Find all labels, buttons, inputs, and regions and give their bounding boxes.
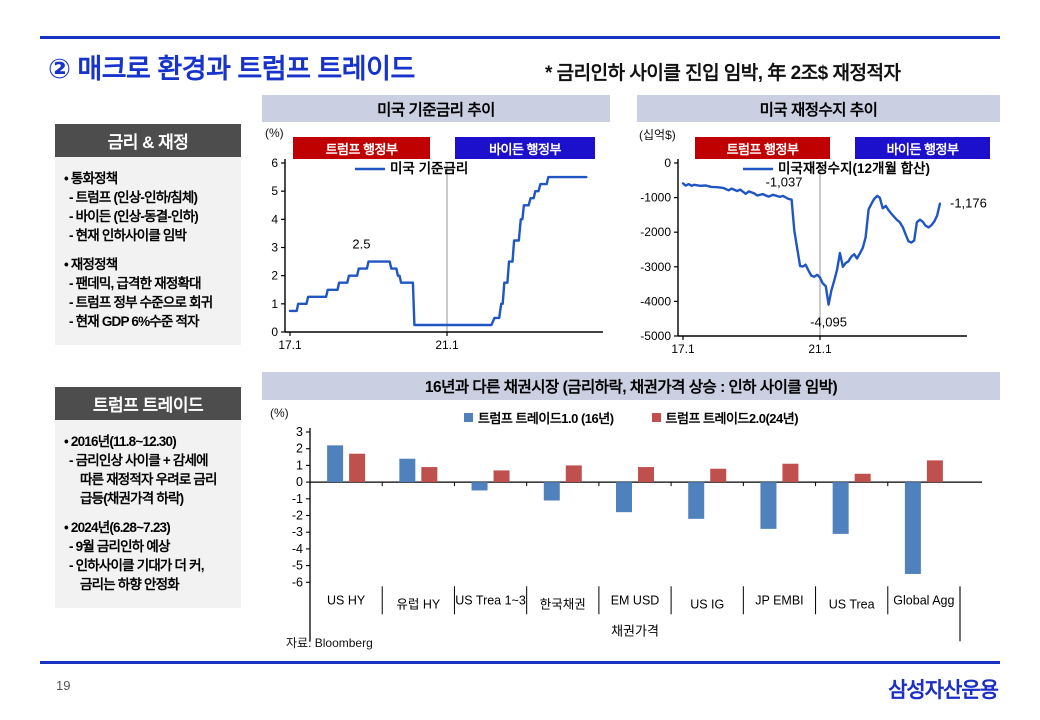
sidebar-box-body: • 통화정책 - 트럼프 (인상-인하/침체) - 바이든 (인상-동결-인하) - …	[55, 157, 241, 345]
svg-text:-4: -4	[292, 542, 303, 556]
svg-text:-3: -3	[292, 525, 303, 539]
legend-entry-trump-trade-1: 트럼프 트레이드1.0 (16년)	[463, 408, 614, 427]
svg-text:US Trea 1~3: US Trea 1~3	[455, 593, 526, 607]
sidebar-text-line: - 트럼프 정부 수준으로 회귀	[69, 295, 213, 310]
svg-text:Global Agg: Global Agg	[893, 593, 954, 607]
svg-text:17.1: 17.1	[671, 342, 695, 356]
svg-text:-5: -5	[292, 559, 303, 573]
sidebar-text-line: - 9월 금리인하 예상	[69, 539, 170, 554]
top-divider	[40, 36, 1000, 39]
base-rate-line-chart: 6 5 4 3 2 1 017.1 21.1 미국 기준금리 2.5	[271, 156, 603, 352]
svg-text:-4,095: -4,095	[810, 315, 847, 330]
svg-text:17.1: 17.1	[278, 338, 302, 352]
svg-text:0: 0	[296, 475, 303, 489]
svg-text:유럽 HY: 유럽 HY	[396, 597, 441, 611]
sidebar-box-trump-trade: 트럼프 트레이드 • 2016년(11.8~12.30) - 금리인상 사이클 +…	[55, 387, 241, 608]
svg-text:-6: -6	[292, 575, 303, 589]
sidebar-box-title: 금리 & 재정	[55, 124, 241, 157]
sidebar-text-line: - 트럼프 (인상-인하/침체)	[69, 190, 198, 205]
svg-text:한국채권: 한국채권	[540, 597, 586, 611]
svg-text:3: 3	[296, 425, 303, 439]
legend-swatch-red	[651, 413, 661, 422]
svg-text:2: 2	[271, 269, 278, 283]
sidebar-box-rates-fiscal: 금리 & 재정 • 통화정책 - 트럼프 (인상-인하/침체) - 바이든 (인상-…	[55, 124, 241, 345]
bottom-divider	[40, 661, 1000, 664]
svg-text:미국재정수지(12개월 합산): 미국재정수지(12개월 합산)	[778, 160, 930, 176]
sidebar-text-line: • 통화정책	[64, 171, 118, 186]
chart-panel-base-rate: 미국 기준금리 추이 (%) 트럼프 행정부 바이든 행정부 6 5 4 3 2 1 0 17…	[262, 95, 610, 365]
svg-text:-1,037: -1,037	[766, 175, 803, 190]
badge-biden-admin: 바이든 행정부	[455, 137, 595, 159]
legend-label: 트럼프 트레이드2.0(24년)	[665, 411, 799, 426]
chart-panel-bond-market: 16년과 다른 채권시장 (금리하락, 채권가격 상승 : 인하 사이클 임박)…	[262, 372, 1000, 660]
svg-text:미국 기준금리: 미국 기준금리	[390, 161, 468, 176]
axis-unit-label: (십억$)	[639, 128, 676, 142]
sidebar-text-line: 금리는 하향 안정화	[80, 577, 180, 592]
svg-text:3: 3	[271, 241, 278, 255]
sidebar-text-line: - 금리인상 사이클 + 감세에	[69, 453, 209, 468]
svg-text:4: 4	[271, 212, 278, 226]
axis-unit-label: (%)	[270, 406, 289, 420]
legend-entry-trump-trade-2: 트럼프 트레이드2.0(24년)	[651, 408, 799, 427]
badge-trump-admin: 트럼프 행정부	[695, 137, 830, 159]
sidebar-text-line: - 인하사이클 기대가 더 커,	[69, 558, 204, 573]
sidebar-text-line: - 팬데믹, 급격한 재정확대	[69, 276, 202, 291]
badge-trump-admin: 트럼프 행정부	[293, 137, 430, 159]
svg-text:5: 5	[271, 184, 278, 198]
sidebar-text-line: - 현재 인하사이클 임박	[69, 228, 187, 243]
chart-title: 미국 재정수지 추이	[637, 95, 1000, 122]
svg-text:2: 2	[296, 442, 303, 456]
svg-text:1: 1	[271, 297, 278, 311]
bond-market-bar-chart: 3 2 1 0 -1 -2 -3 -4 -5 -6 US HY 유럽 HY US Trea 1~3 한국채…	[292, 425, 982, 642]
sidebar-text-line: • 재정정책	[64, 257, 118, 272]
source-note: 자료: Bloomberg	[286, 636, 373, 650]
svg-text:US IG: US IG	[690, 597, 724, 611]
svg-text:US Trea: US Trea	[829, 597, 875, 611]
svg-text:US HY: US HY	[327, 593, 366, 607]
svg-text:-2: -2	[292, 509, 303, 523]
sidebar-text-line: 급등(채권가격 하락)	[80, 491, 184, 506]
chart-title: 미국 기준금리 추이	[262, 95, 610, 122]
svg-text:6: 6	[271, 156, 278, 170]
sidebar-text-line: 따른 재정적자 우려로 금리	[80, 472, 217, 487]
svg-text:21.1: 21.1	[435, 338, 459, 352]
svg-text:-5000: -5000	[640, 329, 671, 343]
svg-text:EM USD: EM USD	[611, 593, 660, 607]
sidebar-text-line: - 바이든 (인상-동결-인하)	[69, 209, 199, 224]
svg-text:0: 0	[664, 156, 671, 170]
svg-text:-1: -1	[292, 492, 303, 506]
badge-biden-admin: 바이든 행정부	[855, 137, 990, 159]
sidebar-text-line: • 2024년(6.28~7.23)	[64, 520, 171, 535]
svg-text:-1,176: -1,176	[950, 196, 987, 211]
sidebar-text-line: - 현재 GDP 6%수준 적자	[69, 314, 200, 329]
company-logo: 삼성자산운용	[888, 679, 999, 702]
chart-panel-fiscal-balance: 미국 재정수지 추이 (십억$) 트럼프 행정부 바이든 행정부 0 -1000 -…	[637, 95, 1000, 365]
legend-swatch-blue	[463, 413, 473, 422]
sidebar-box-title: 트럼프 트레이드	[55, 387, 241, 420]
page-subtitle: * 금리인하 사이클 진입 임박, 年 2조$ 재정적자	[545, 63, 901, 84]
svg-text:2.5: 2.5	[352, 237, 370, 252]
svg-text:1: 1	[296, 458, 303, 472]
svg-text:21.1: 21.1	[808, 342, 832, 356]
page-title: ② 매크로 환경과 트럼프 트레이드	[48, 54, 415, 84]
chart-title: 16년과 다른 채권시장 (금리하락, 채권가격 상승 : 인하 사이클 임박)	[262, 372, 1000, 400]
legend-label: 트럼프 트레이드1.0 (16년)	[477, 411, 614, 426]
svg-text:-4000: -4000	[640, 294, 671, 308]
page-number: 19	[56, 678, 71, 693]
svg-text:-2000: -2000	[640, 225, 671, 239]
sidebar-text-line: • 2016년(11.8~12.30)	[64, 434, 177, 449]
bar-chart-legend: 트럼프 트레이드1.0 (16년) 트럼프 트레이드2.0(24년)	[262, 408, 1000, 427]
svg-text:JP EMBI: JP EMBI	[755, 593, 803, 607]
axis-unit-label: (%)	[265, 126, 284, 140]
svg-text:-1000: -1000	[640, 191, 671, 205]
svg-text:-3000: -3000	[640, 260, 671, 274]
svg-text:채권가격: 채권가격	[611, 623, 659, 638]
svg-text:0: 0	[271, 325, 278, 339]
